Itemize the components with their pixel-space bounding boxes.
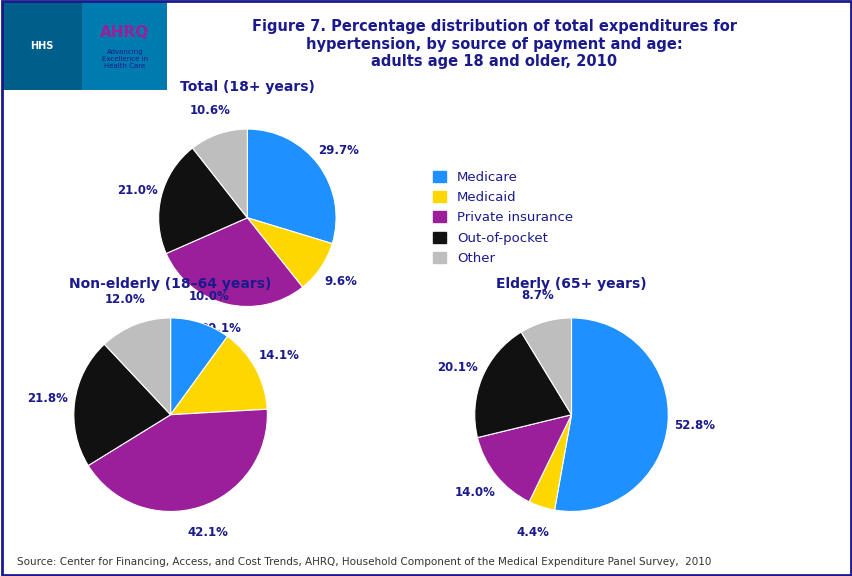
Text: 21.8%: 21.8% <box>27 392 68 405</box>
Text: 8.7%: 8.7% <box>521 289 554 302</box>
Wedge shape <box>247 129 336 244</box>
Legend: Medicare, Medicaid, Private insurance, Out-of-pocket, Other: Medicare, Medicaid, Private insurance, O… <box>433 170 573 265</box>
Text: Elderly (65+ years): Elderly (65+ years) <box>496 277 646 291</box>
FancyBboxPatch shape <box>2 1 83 90</box>
FancyBboxPatch shape <box>2 1 167 90</box>
Text: 4.4%: 4.4% <box>516 526 549 539</box>
Text: HHS: HHS <box>30 41 54 51</box>
Text: 29.1%: 29.1% <box>199 321 240 335</box>
Text: 10.0%: 10.0% <box>188 290 229 304</box>
Wedge shape <box>74 344 170 465</box>
Wedge shape <box>528 415 571 510</box>
Text: 21.0%: 21.0% <box>117 184 158 197</box>
Text: Advancing
Excellence in
Health Care: Advancing Excellence in Health Care <box>101 49 147 69</box>
Text: Total (18+ years): Total (18+ years) <box>180 80 314 94</box>
Text: 42.1%: 42.1% <box>187 526 228 539</box>
Wedge shape <box>193 129 247 218</box>
Wedge shape <box>88 410 267 511</box>
Text: 29.7%: 29.7% <box>318 143 359 157</box>
Wedge shape <box>475 332 571 438</box>
Text: AHRQ: AHRQ <box>101 25 149 40</box>
Text: 52.8%: 52.8% <box>674 419 715 432</box>
Text: 14.1%: 14.1% <box>259 349 299 362</box>
Text: 12.0%: 12.0% <box>105 293 145 306</box>
Wedge shape <box>247 218 331 287</box>
Wedge shape <box>477 415 571 502</box>
Text: 20.1%: 20.1% <box>436 361 477 374</box>
Text: 10.6%: 10.6% <box>190 104 230 117</box>
Text: 9.6%: 9.6% <box>325 275 357 288</box>
Text: 14.0%: 14.0% <box>454 486 495 499</box>
Wedge shape <box>521 318 571 415</box>
Wedge shape <box>554 318 667 511</box>
Text: Source: Center for Financing, Access, and Cost Trends, AHRQ, Household Component: Source: Center for Financing, Access, an… <box>17 556 711 567</box>
Wedge shape <box>104 318 170 415</box>
Wedge shape <box>158 148 247 253</box>
Text: Non-elderly (18–64 years): Non-elderly (18–64 years) <box>69 277 272 291</box>
Wedge shape <box>170 318 227 415</box>
Text: Figure 7. Percentage distribution of total expenditures for
hypertension, by sou: Figure 7. Percentage distribution of tot… <box>251 19 736 69</box>
Wedge shape <box>170 336 267 415</box>
Wedge shape <box>166 218 302 306</box>
